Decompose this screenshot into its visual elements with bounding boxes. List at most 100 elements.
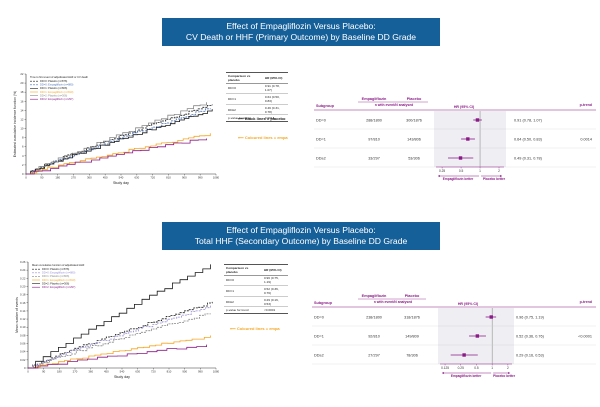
- y-tick-label: 14: [20, 108, 24, 112]
- p-trend-value: 0.0014: [580, 137, 592, 141]
- panel1-title-line1: Effect of Empagliflozin Versus Placebo:: [226, 21, 376, 31]
- x-tick-label: 630: [135, 370, 140, 374]
- y-tick-label: 12: [20, 117, 24, 121]
- km-curve: [28, 344, 207, 369]
- hr-axis-tick-label: 0.125: [441, 366, 449, 370]
- row-placebo-events: 149/809: [405, 334, 419, 338]
- x-tick-label: 0: [25, 176, 27, 180]
- row-hr-ci: 0.91 (0.78, 1.07): [514, 118, 543, 122]
- km-curve: [28, 335, 211, 369]
- x-tick-label: 900: [182, 176, 187, 180]
- x-tick-label: 450: [103, 176, 108, 180]
- x-tick-label: 180: [55, 176, 60, 180]
- legend-label: DD=0: Placebo (n=876): [40, 79, 67, 83]
- hr-axis-tick-label: 0.5: [459, 169, 464, 173]
- y-tick-label: 18: [20, 90, 24, 94]
- placebo-better-label: Placebo better: [483, 177, 506, 181]
- y-tick-label: 4: [22, 154, 24, 158]
- legend-label: DD=0: Placebo (n=876): [42, 267, 69, 271]
- header-placebo: Placebo: [405, 294, 420, 298]
- x-tick-label: 720: [151, 370, 156, 374]
- x-axis-label: Study day: [113, 181, 129, 185]
- row-empa-events: 27/297: [368, 353, 380, 357]
- hr-axis-tick-label: 2: [498, 169, 500, 173]
- x-tick-label: 360: [87, 176, 92, 180]
- arrowhead-left-icon: [438, 175, 440, 177]
- y-tick-label: 0: [24, 366, 26, 370]
- row-name: DD≥2: [224, 296, 262, 308]
- y-tick-label: 20: [20, 81, 24, 85]
- empa-better-label: Empagliflozin better: [451, 374, 482, 378]
- row-hr: 0.29 (0.16, 0.53): [261, 296, 288, 308]
- y-tick-label: 10: [20, 127, 24, 131]
- y-tick-label: 0.18: [20, 293, 26, 297]
- panel2-coloured-lines-note: ⟵ Coloured lines = empa: [230, 326, 280, 331]
- hr-axis-tick-label: 1: [491, 366, 493, 370]
- arrow-icon: ⟵: [238, 116, 245, 121]
- row-empa-events: 288/1800: [366, 118, 382, 122]
- x-tick-label: 360: [88, 370, 93, 374]
- row-hr-ci: 0.49 (0.31, 0.78): [514, 156, 543, 160]
- legend-label: DD=2: Placebo (n=306): [42, 281, 69, 285]
- row-hr-ci: 0.64 (0.50, 0.83): [514, 137, 543, 141]
- row-placebo-events: 318/1876: [404, 315, 420, 319]
- arrow-icon: ⟵: [230, 326, 237, 331]
- panel1-black-lines-note: ⟵ Black lines = placebo: [238, 116, 285, 121]
- panel1-forest-plot: Empagliflozin Placebo Subgroup n with event…: [314, 95, 598, 182]
- header-subgroup: Subgroup: [314, 301, 333, 305]
- km-curve: [26, 102, 207, 175]
- panel1-title-banner: Effect of Empagliflozin Versus Placebo: …: [162, 18, 440, 46]
- pvalue: 0.0014: [264, 116, 275, 121]
- row-subgroup: DD=0: [314, 315, 324, 319]
- y-tick-label: 16: [20, 99, 24, 103]
- y-tick-label: 6: [22, 145, 24, 149]
- row-empa-events: 33/297: [368, 156, 380, 160]
- comparison-col1: Comparison vs placebo: [224, 265, 262, 276]
- table-row: DD≥2 0.29 (0.16, 0.53): [224, 296, 288, 308]
- row-hr: 0.49 (0.31, 0.78): [262, 104, 288, 116]
- point-estimate: [458, 156, 463, 160]
- header-n-with-event: n with event/N analysed: [374, 300, 412, 304]
- row-subgroup: DD=1: [316, 137, 326, 141]
- legend-label: DD=1: Empagliflozin (n=810): [42, 278, 75, 282]
- x-tick-label: 720: [150, 176, 155, 180]
- table-row: DD≥2 0.49 (0.31, 0.78): [226, 104, 288, 116]
- legend-title: Time to first event of adjudicated HHF o…: [30, 75, 89, 79]
- row-subgroup: DD=1: [314, 334, 324, 338]
- legend-label: DD=0: Empagliflozin (n=880): [42, 271, 75, 275]
- legend-label: DD=0: Empagliflozin (n=880): [40, 83, 73, 87]
- row-hr: 0.91 (0.78, 1.07): [262, 83, 288, 95]
- header-empagliflozin: Empagliflozin: [362, 294, 387, 298]
- y-tick-label: 0.08: [20, 333, 26, 337]
- panel2-forest-svg: Empagliflozin Placebo Subgroup n with event…: [312, 294, 596, 378]
- y-tick-label: 0.10: [20, 325, 26, 329]
- y-tick-label: 0.20: [20, 284, 26, 288]
- y-tick-label: 0: [22, 172, 24, 176]
- y-tick-label: 0.22: [20, 276, 26, 280]
- panel1-forest-svg: Empagliflozin Placebo Subgroup n with event…: [314, 97, 596, 181]
- row-hr-ci: 0.52 (0.36, 0.76): [516, 334, 545, 338]
- panel2-forest-plot: Empagliflozin Placebo Subgroup n with event…: [312, 292, 598, 379]
- arrowhead-left-icon: [442, 372, 444, 374]
- y-axis-label: Estimated cumulative incidence function …: [13, 91, 17, 158]
- row-subgroup: DD=0: [316, 118, 326, 122]
- comparison-col2: HR (95% CI): [261, 265, 288, 276]
- row-hr: 0.96 (0.75, 1.19): [261, 275, 288, 287]
- y-tick-label: 2: [22, 163, 24, 167]
- legend-label: DD=2: Empagliflozin (n=297): [40, 97, 73, 101]
- arrow-icon: ⟵: [238, 135, 245, 140]
- x-tick-label: 270: [73, 370, 78, 374]
- hr-axis-tick-label: 0.5: [474, 366, 479, 370]
- row-placebo-events: 143/806: [407, 137, 421, 141]
- x-axis-label: Study day: [114, 375, 130, 379]
- y-tick-label: 0.14: [20, 309, 26, 313]
- panel2-comparison-table: Comparison vs placebo HR (95% CI) DD=0 0.9…: [224, 264, 288, 314]
- panel1-km-plot: 0 2 4 6 8 10 12 14 16 18 20 22 0 90 180 270 360 450 540 630…: [4, 62, 224, 194]
- arrowhead-right-icon: [500, 175, 502, 177]
- x-tick-label: 90: [40, 176, 44, 180]
- x-tick-label: 450: [104, 370, 109, 374]
- panel1-coloured-lines-note: ⟵ Coloured lines = empa: [238, 135, 288, 140]
- hr-axis-tick-label: 1: [479, 169, 481, 173]
- row-hr-ci: 0.29 (0.16, 0.53): [516, 353, 545, 357]
